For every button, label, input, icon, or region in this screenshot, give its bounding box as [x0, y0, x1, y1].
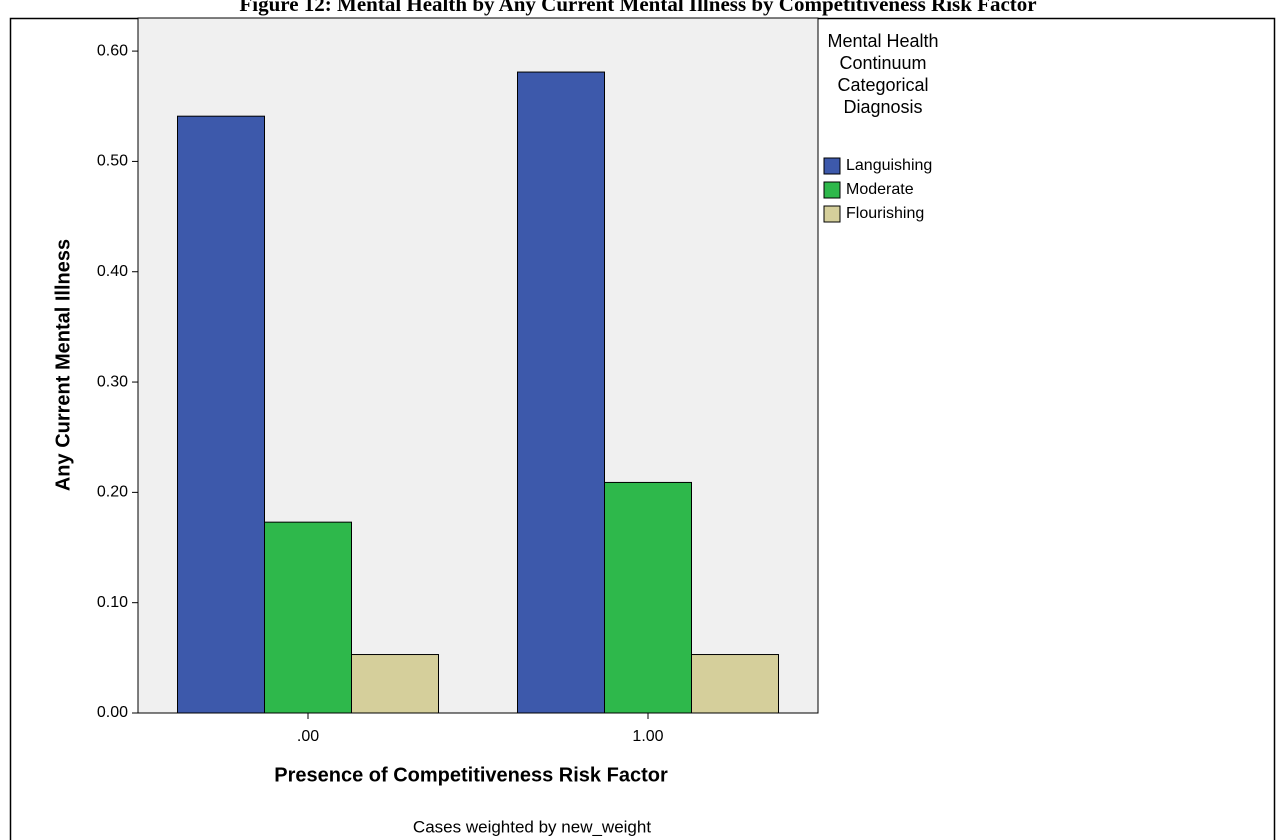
legend-swatch	[823, 205, 841, 223]
bar	[351, 654, 439, 714]
y-tick-label: 0.40	[97, 263, 128, 280]
x-tick-label: .00	[297, 728, 319, 745]
x-tick-label: 1.00	[632, 728, 663, 745]
y-tick-label: 0.50	[97, 153, 128, 170]
y-tick-label: 0.00	[97, 704, 128, 721]
bar	[604, 481, 692, 714]
bar	[691, 654, 779, 714]
bar	[517, 71, 605, 714]
legend-label: Moderate	[846, 181, 914, 198]
legend-label: Flourishing	[846, 205, 924, 222]
legend-label: Languishing	[846, 157, 932, 174]
legend-swatch	[823, 157, 841, 175]
chart-title: Figure 12: Mental Health by Any Current …	[239, 0, 1036, 16]
footnote: Cases weighted by new_weight	[413, 817, 651, 836]
bar	[177, 115, 265, 714]
x-axis-label: Presence of Competitiveness Risk Factor	[274, 764, 668, 786]
y-axis-label: Any Current Mental Illness	[52, 239, 74, 491]
y-tick-label: 0.30	[97, 373, 128, 390]
bar	[264, 521, 352, 714]
y-tick-label: 0.20	[97, 484, 128, 501]
y-tick-label: 0.60	[97, 42, 128, 59]
legend-title: Mental Health Continuum Categorical Diag…	[827, 31, 939, 117]
y-tick-label: 0.10	[97, 594, 128, 611]
legend-swatch	[823, 181, 841, 199]
